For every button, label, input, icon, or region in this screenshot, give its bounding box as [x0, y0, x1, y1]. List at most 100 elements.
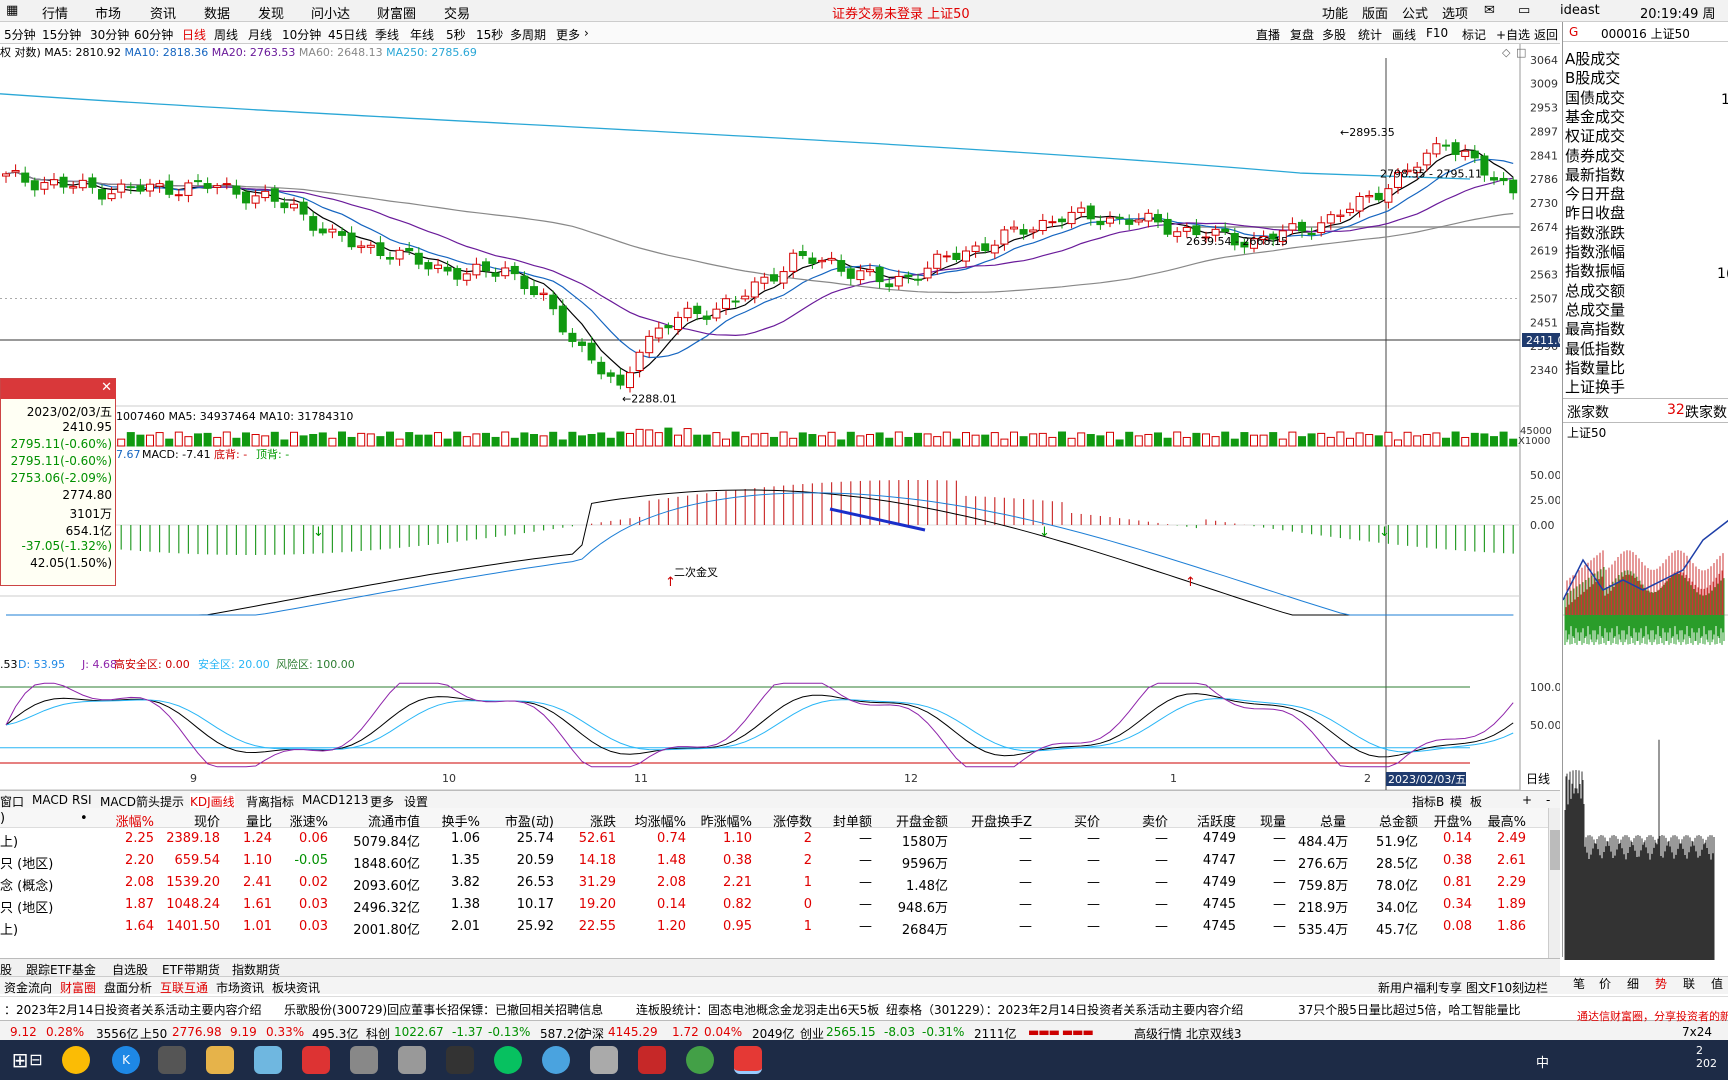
col-float-cap[interactable]: 流通市值 [367, 815, 420, 830]
menu-item-ask[interactable]: 问小达 [311, 7, 351, 22]
table-row[interactable]: 上) 1.64 1401.50 1.01 0.03 2001.80亿 2.01 25.92 22… [0, 916, 1560, 938]
col-pe[interactable]: 市盈(动) [504, 815, 554, 830]
news-item[interactable]: 乐歌股份(300729)回应董事长招保镖：已撤回相关招聘信息 [284, 1003, 604, 1017]
menu-item-quotes[interactable]: 行情 [42, 7, 69, 22]
news-item[interactable]: 连板股统计：固态电池概念金龙羽走出6天5板 [636, 1003, 880, 1017]
tab-settings[interactable]: 设置 [404, 795, 429, 809]
menu-item-data[interactable]: 数据 [204, 7, 231, 22]
table-row[interactable]: 只 (地区) 2.20 659.54 1.10 -0.05 1848.60亿 1.35 20.… [0, 850, 1560, 872]
table-row[interactable]: 只 (地区) 1.87 1048.24 1.61 0.03 2496.32亿 1.38 10.… [0, 894, 1560, 916]
menu-item-wealth[interactable]: 财富圈 [377, 7, 417, 22]
menu-item-function[interactable]: 功能 [1322, 7, 1349, 22]
period-5sec[interactable]: 5秒 [446, 28, 466, 42]
tab-watchlist[interactable]: 自选股 [112, 963, 149, 977]
period-45day[interactable]: 45日线 [328, 28, 368, 42]
new-user-promo[interactable]: 新用户福利专享 [1378, 981, 1463, 995]
menu-item-formula[interactable]: 公式 [1402, 7, 1429, 22]
status-index-name[interactable]: 科创 [366, 1027, 391, 1041]
tab-wealth-circle[interactable]: 财富圈 [60, 981, 97, 995]
draw-line-button[interactable]: 画线 [1392, 28, 1417, 42]
col-turnover[interactable]: 换手% [441, 815, 480, 830]
mail-icon[interactable]: ✉ [1484, 3, 1495, 18]
col-change[interactable]: 涨跌 [589, 815, 616, 830]
tab-price[interactable]: 价 [1599, 977, 1612, 991]
period-15min[interactable]: 15分钟 [42, 28, 82, 42]
tab-macd1213[interactable]: MACD1213 [302, 793, 369, 807]
chrome-icon[interactable] [62, 1046, 90, 1074]
replay-button[interactable]: 复盘 [1290, 28, 1315, 42]
indicator-b-button[interactable]: 指标B [1412, 795, 1445, 809]
mark-button[interactable]: 标记 [1462, 28, 1487, 42]
period-60min[interactable]: 60分钟 [134, 28, 174, 42]
template-button-2[interactable]: 板 [1470, 795, 1483, 809]
tab-detail[interactable]: 细 [1627, 977, 1640, 991]
template-button-1[interactable]: 模 [1450, 795, 1463, 809]
k-app-icon[interactable]: K [112, 1046, 140, 1074]
col-total-amount[interactable]: 总金额 [1378, 815, 1418, 830]
scrollbar-thumb[interactable] [1550, 830, 1560, 870]
promo-text[interactable]: 通达信财富圈，分享投资者的新时富故事 [1577, 1010, 1728, 1023]
menu-item-news[interactable]: 资讯 [150, 7, 177, 22]
period-more[interactable]: 更多 [556, 28, 581, 42]
col-seal-amount[interactable]: 封单额 [832, 815, 872, 830]
tab-macd-arrow[interactable]: MACD箭头提示 [100, 795, 184, 809]
tab-trend[interactable]: 势 [1655, 977, 1668, 991]
menu-item-market[interactable]: 市场 [95, 7, 122, 22]
screen-record-icon[interactable] [446, 1046, 474, 1074]
col-current-vol[interactable]: 现量 [1259, 815, 1286, 830]
menu-item-options[interactable]: 选项 [1442, 7, 1469, 22]
green-app-icon[interactable] [686, 1046, 714, 1074]
chart-area[interactable]: ↑↓↑↓↑↓ 306430092953289728412786273026742… [0, 44, 1560, 790]
news-item[interactable]: 纽泰格（301229）：2023年2月14日投资者关系活动主要内容介绍 [886, 1003, 1244, 1017]
col-open-pct[interactable]: 开盘% [1433, 815, 1472, 830]
news-item[interactable]: ：2023年2月14日投资者关系活动主要内容介绍 [4, 1003, 262, 1017]
calculator-icon[interactable] [398, 1046, 426, 1074]
connection-status[interactable]: 高级行情 北京双线3 [1134, 1027, 1242, 1041]
news-item[interactable]: 37只个股5日量比超过5倍，哈工智能量比 [1298, 1003, 1521, 1017]
period-30min[interactable]: 30分钟 [90, 28, 130, 42]
tab-value[interactable]: 值 [1711, 977, 1724, 991]
menu-item-discover[interactable]: 发现 [258, 7, 285, 22]
col-vol-ratio[interactable]: 量比 [245, 815, 272, 830]
remove-indicator-button[interactable]: - [1546, 793, 1551, 807]
f10-button[interactable]: F10 [1426, 26, 1449, 40]
tab-etf-futures[interactable]: ETF带期货 [162, 963, 220, 977]
col-speed[interactable]: 涨速% [289, 815, 328, 830]
browser-icon[interactable] [542, 1046, 570, 1074]
status-index-name[interactable]: 沪深 [580, 1027, 605, 1041]
add-watchlist-button[interactable]: +自选 [1496, 28, 1531, 42]
col-limit-up[interactable]: 涨停数 [772, 815, 812, 830]
tab-trades[interactable]: 笔 [1573, 977, 1586, 991]
col-high-pct[interactable]: 最高% [1487, 815, 1526, 830]
folder-icon[interactable] [206, 1046, 234, 1074]
window-icon[interactable]: ▭ [1518, 3, 1531, 18]
tab-market-analysis[interactable]: 盘面分析 [104, 981, 153, 995]
col-open-turnover[interactable]: 开盘换手Z [971, 815, 1032, 830]
tab-sector-news[interactable]: 板块资讯 [272, 981, 321, 995]
tab-linked[interactable]: 联 [1683, 977, 1696, 991]
col-ask[interactable]: 卖价 [1141, 815, 1168, 830]
tab-window[interactable]: 窗口 [0, 795, 25, 809]
tab-more[interactable]: 更多 [370, 795, 395, 809]
period-15sec[interactable]: 15秒 [476, 28, 504, 42]
period-weekly[interactable]: 周线 [214, 28, 239, 42]
cursor-info-popup[interactable]: ✕ 2023/02/03/五 2410.95 2795.11(-0.60%) 2… [0, 378, 116, 586]
table-row[interactable]: 上) 2.25 2389.18 1.24 0.06 5079.84亿 1.06 25.74 52… [0, 828, 1560, 850]
notepad-icon[interactable] [254, 1046, 282, 1074]
status-index-name[interactable]: 上50 [140, 1027, 168, 1041]
ime-indicator[interactable]: 中 [1536, 1056, 1550, 1071]
period-10min[interactable]: 10分钟 [282, 28, 322, 42]
taskbar-clock-icon[interactable]: 2 202 [1696, 1044, 1717, 1070]
menu-logo-icon[interactable]: ▦ [6, 3, 19, 18]
tab-market-news[interactable]: 市场资讯 [216, 981, 265, 995]
col-total-vol[interactable]: 总量 [1319, 815, 1346, 830]
period-monthly[interactable]: 月线 [248, 28, 273, 42]
tab-rsi[interactable]: RSI [72, 793, 92, 807]
close-icon[interactable]: ✕ [101, 380, 112, 395]
back-button[interactable]: 返回 [1534, 28, 1559, 42]
col-price[interactable]: 现价 [193, 815, 220, 830]
wechat-icon[interactable] [494, 1046, 522, 1074]
col-avg-change[interactable]: 均涨幅% [634, 815, 686, 830]
sidebar-toggle[interactable]: 刻边栏 [1512, 981, 1549, 995]
period-multi[interactable]: 多周期 [510, 28, 547, 42]
